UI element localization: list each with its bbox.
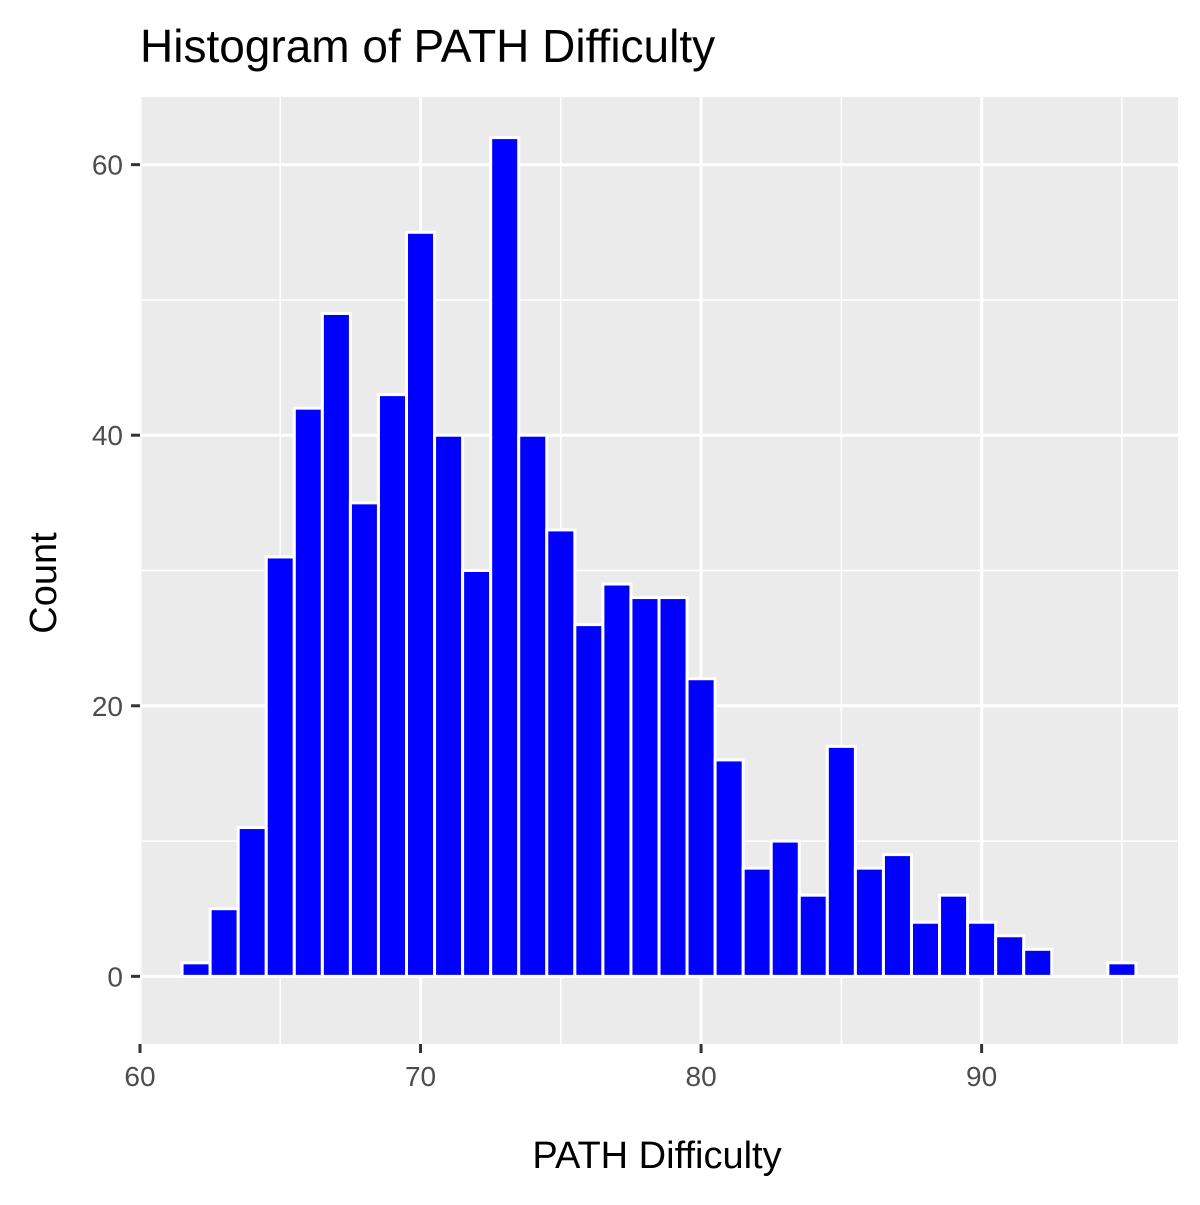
histogram-bar — [853, 866, 885, 978]
histogram-bar — [966, 920, 998, 978]
y-tick-label: 20 — [92, 691, 123, 722]
histogram-bar — [489, 136, 521, 978]
histogram-bar — [405, 230, 437, 978]
histogram-bar — [797, 893, 829, 978]
x-axis-title: PATH Difficulty — [532, 1135, 781, 1177]
histogram-bar — [657, 596, 689, 978]
histogram-bar — [545, 528, 577, 978]
histogram-bar — [1106, 961, 1138, 978]
histogram-bar — [1022, 947, 1054, 978]
histogram-bar — [741, 866, 773, 978]
histogram-bar — [264, 555, 296, 978]
histogram-bar — [461, 569, 493, 978]
histogram-bar — [236, 826, 268, 978]
histogram-bar — [433, 433, 465, 978]
histogram-bar — [180, 961, 212, 978]
histogram-bar — [573, 623, 605, 978]
histogram-bar — [938, 893, 970, 978]
y-axis-title: Count — [23, 532, 65, 634]
histogram-bar — [601, 582, 633, 978]
histogram-bar — [713, 758, 745, 978]
histogram-bar — [348, 501, 380, 978]
histogram-bar — [320, 311, 352, 978]
x-tick-label: 80 — [686, 1061, 717, 1092]
y-tick-label: 0 — [107, 961, 123, 992]
histogram-bar — [769, 839, 801, 978]
histogram-bar — [909, 920, 942, 978]
y-tick-label: 60 — [92, 150, 123, 181]
histogram-bar — [208, 907, 240, 978]
chart-title: Histogram of PATH Difficulty — [140, 20, 715, 72]
x-tick-label: 90 — [966, 1061, 997, 1092]
histogram-bars — [180, 136, 1138, 978]
x-tick-label: 70 — [405, 1061, 436, 1092]
histogram-bar — [376, 393, 409, 978]
histogram-bar — [517, 433, 549, 978]
histogram-bar — [685, 677, 717, 978]
histogram-bar — [881, 853, 913, 978]
histogram-bar — [825, 744, 857, 978]
histogram-bar — [994, 934, 1026, 978]
axes: 60 70 80 90 0 20 40 60 — [92, 150, 997, 1092]
histogram-bar — [629, 596, 661, 978]
y-tick-label: 40 — [92, 420, 123, 451]
histogram-bar — [292, 406, 324, 978]
x-tick-label: 60 — [124, 1061, 155, 1092]
